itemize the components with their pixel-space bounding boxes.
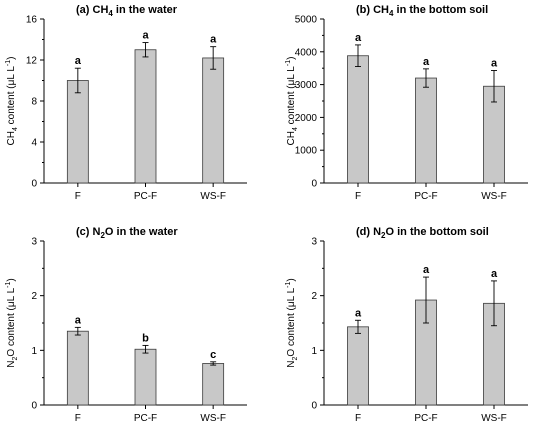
significance-letter: a bbox=[355, 32, 362, 44]
x-tick-label: WS-F bbox=[481, 191, 507, 202]
ylabel-prefix: CH bbox=[286, 131, 297, 145]
x-tick-label: F bbox=[355, 413, 361, 421]
y-tick-label: 1 bbox=[311, 346, 317, 357]
y-tick-label: 4 bbox=[31, 138, 37, 149]
ylabel-superscript: -1 bbox=[285, 60, 292, 66]
x-tick-label: WS-F bbox=[481, 413, 507, 421]
ylabel-end: ) bbox=[6, 278, 17, 281]
significance-letter: a bbox=[491, 57, 498, 69]
x-tick-label: F bbox=[355, 191, 361, 202]
bar-F bbox=[347, 326, 369, 406]
significance-letter: a bbox=[355, 307, 362, 319]
y-tick-label: 12 bbox=[26, 56, 38, 67]
bar-PC-F bbox=[134, 348, 157, 406]
significance-letter: a bbox=[210, 34, 217, 46]
bar-F bbox=[347, 55, 369, 184]
title-subscript: 2 bbox=[381, 231, 386, 240]
title-prefix: (a) CH bbox=[76, 4, 108, 16]
title-suffix: O in the water bbox=[105, 226, 178, 238]
significance-letter: b bbox=[142, 332, 149, 344]
title-prefix: (d) N bbox=[356, 226, 381, 238]
ylabel-subscript: 4 bbox=[12, 127, 19, 131]
y-axis-label: CH4 content (μL L-1) bbox=[5, 57, 19, 146]
x-tick-label: PC-F bbox=[134, 191, 157, 202]
x-tick-label: WS-F bbox=[200, 413, 226, 421]
panel-title: (d) N2O in the bottom soil bbox=[356, 226, 489, 240]
title-suffix: in the bottom soil bbox=[393, 4, 488, 16]
y-tick-label: 4000 bbox=[295, 47, 318, 58]
y-tick-label: 0 bbox=[31, 179, 37, 190]
panel-title: (a) CH4 in the water bbox=[76, 4, 178, 18]
significance-letter: a bbox=[491, 268, 498, 280]
y-tick-label: 0 bbox=[31, 401, 37, 412]
ylabel-end: ) bbox=[286, 57, 297, 60]
bar-F bbox=[66, 330, 89, 406]
y-tick-label: 3000 bbox=[295, 80, 318, 91]
y-tick-label: 3 bbox=[311, 237, 317, 248]
significance-letter: a bbox=[142, 30, 149, 42]
title-subscript: 4 bbox=[108, 9, 113, 18]
ylabel-prefix: N bbox=[286, 361, 297, 368]
y-tick-label: 3 bbox=[31, 237, 37, 248]
bar-WS-F bbox=[202, 57, 225, 184]
x-tick-label: F bbox=[75, 191, 81, 202]
ylabel-superscript: -1 bbox=[285, 282, 292, 288]
y-tick-label: 5000 bbox=[295, 15, 318, 26]
y-tick-label: 16 bbox=[26, 15, 38, 26]
y-tick-label: 0 bbox=[311, 401, 317, 412]
title-prefix: (b) CH bbox=[356, 4, 389, 16]
y-tick-label: 2 bbox=[31, 291, 37, 302]
bar-PC-F bbox=[415, 77, 437, 184]
x-tick-label: F bbox=[75, 413, 81, 421]
bar-WS-F bbox=[202, 363, 225, 406]
ylabel-subscript: 4 bbox=[292, 127, 299, 131]
significance-letter: a bbox=[75, 314, 82, 326]
significance-letter: a bbox=[423, 264, 430, 276]
title-prefix: (c) N bbox=[76, 226, 101, 238]
y-tick-label: 8 bbox=[31, 97, 37, 108]
y-axis-label: N2O content (μL L-1) bbox=[285, 278, 299, 367]
y-tick-label: 2000 bbox=[295, 113, 318, 124]
x-tick-label: PC-F bbox=[414, 191, 437, 202]
ylabel-prefix: CH bbox=[6, 131, 17, 145]
significance-letter: a bbox=[423, 56, 430, 68]
panel-title: (b) CH4 in the bottom soil bbox=[356, 4, 488, 18]
y-tick-label: 0 bbox=[311, 179, 317, 190]
significance-letter: c bbox=[210, 349, 216, 361]
y-axis-label: N2O content (μL L-1) bbox=[5, 278, 19, 367]
y-axis-label: CH4 content (μL L-1) bbox=[285, 57, 299, 146]
ylabel-main: O content (μL L bbox=[286, 287, 297, 356]
y-tick-label: 2 bbox=[311, 291, 317, 302]
ylabel-superscript: -1 bbox=[5, 60, 12, 66]
bar-F bbox=[66, 80, 89, 184]
significance-letter: a bbox=[75, 55, 82, 67]
ylabel-end: ) bbox=[286, 278, 297, 281]
ylabel-main: O content (μL L bbox=[6, 287, 17, 356]
y-tick-label: 1 bbox=[31, 346, 37, 357]
ylabel-prefix: N bbox=[6, 361, 17, 368]
ylabel-end: ) bbox=[6, 57, 17, 60]
ylabel-superscript: -1 bbox=[5, 282, 12, 288]
title-suffix: O in the bottom soil bbox=[386, 226, 489, 238]
title-subscript: 2 bbox=[100, 231, 105, 240]
x-tick-label: PC-F bbox=[414, 413, 437, 421]
x-tick-label: PC-F bbox=[134, 413, 157, 421]
ylabel-main: content (μL L bbox=[6, 66, 17, 127]
bar-PC-F bbox=[134, 49, 157, 184]
ylabel-subscript: 2 bbox=[12, 357, 19, 361]
ylabel-subscript: 2 bbox=[292, 357, 299, 361]
ylabel-main: content (μL L bbox=[286, 66, 297, 127]
y-tick-label: 1000 bbox=[295, 146, 318, 157]
x-tick-label: WS-F bbox=[200, 191, 226, 202]
title-suffix: in the water bbox=[113, 4, 178, 16]
title-subscript: 4 bbox=[389, 9, 394, 18]
panel-title: (c) N2O in the water bbox=[76, 226, 178, 240]
